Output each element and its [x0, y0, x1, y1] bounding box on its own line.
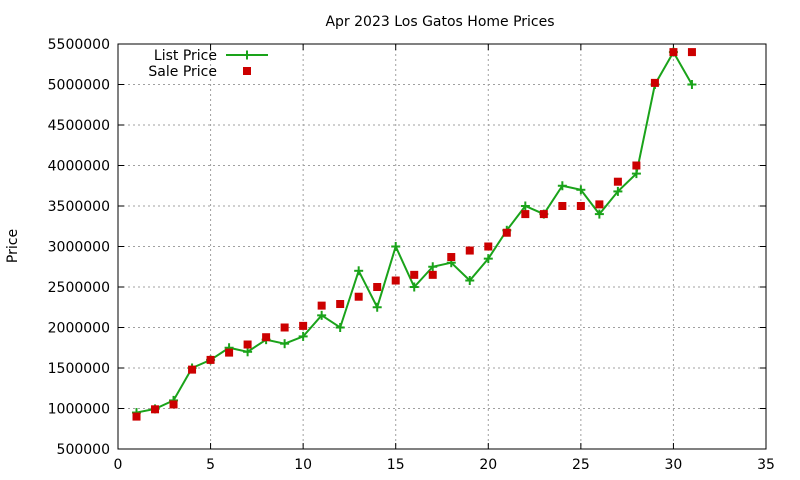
y-tick-label: 2500000 — [48, 280, 110, 296]
sale-price-point — [188, 365, 197, 374]
legend-item-sale-price: Sale Price — [148, 64, 251, 80]
sale-price-point — [317, 301, 326, 310]
y-tick-label: 2000000 — [48, 321, 110, 337]
sale-price-point — [132, 412, 141, 421]
sale-price-point — [206, 355, 215, 364]
y-tick-label: 1000000 — [48, 402, 110, 418]
sale-price-point — [484, 242, 493, 251]
list-price-point — [631, 169, 641, 179]
sale-price-point — [225, 348, 234, 357]
list-price-point — [465, 276, 475, 286]
sale-price-point — [576, 202, 585, 210]
sale-price-point — [373, 283, 382, 291]
legend-item-list-price: List Price — [154, 48, 268, 64]
sale-price-point — [521, 210, 530, 219]
list-price-series — [132, 47, 697, 418]
sale-price-point — [354, 292, 363, 301]
sale-price-point — [465, 246, 474, 255]
list-price-point — [428, 262, 438, 272]
list-price-point — [243, 347, 253, 357]
legend-label: Sale Price — [148, 64, 217, 80]
sale-price-point — [280, 323, 289, 332]
list-price-point — [317, 310, 327, 320]
sale-price-point — [410, 270, 419, 279]
list-price-point — [335, 323, 345, 332]
sale-price-point — [262, 333, 271, 342]
legend-label: List Price — [154, 48, 217, 64]
plot-frame — [117, 43, 767, 450]
sale-price-point — [151, 405, 160, 414]
series-layer — [132, 47, 697, 421]
x-tick-label: 10 — [294, 457, 312, 473]
list-price-point — [354, 266, 364, 276]
list-price-line — [136, 50, 693, 414]
list-price-point — [409, 282, 419, 292]
list-price-point — [594, 209, 604, 219]
list-price-point — [298, 331, 308, 341]
list-price-point — [391, 242, 401, 251]
y-tick-label: 3000000 — [48, 240, 110, 256]
sale-price-point — [391, 276, 400, 285]
sale-price-point — [447, 253, 456, 262]
list-price-point — [372, 302, 382, 312]
sale-price-point — [299, 321, 308, 330]
legend-square-marker — [243, 67, 251, 75]
sale-price-point — [539, 210, 548, 219]
grid — [118, 44, 766, 449]
x-tick-label: 20 — [479, 457, 497, 473]
y-axis-label: Price — [5, 229, 21, 263]
list-price-point — [280, 339, 290, 349]
y-tick-label: 5000000 — [48, 78, 110, 94]
legend-plus-marker — [242, 50, 252, 60]
axis-ticks: 0 5 10 15 20 25 30 35 500000 1000000 1500000 200000… — [48, 37, 775, 473]
sale-price-point — [502, 228, 511, 237]
list-price-point — [576, 185, 586, 195]
list-price-point — [520, 201, 530, 211]
x-tick-label: 25 — [572, 457, 590, 473]
sale-price-series — [132, 48, 696, 421]
sale-price-point — [650, 78, 659, 87]
x-tick-label: 30 — [665, 457, 683, 473]
y-tick-label: 500000 — [57, 442, 110, 458]
list-price-point — [557, 181, 567, 191]
sale-price-point — [428, 270, 437, 279]
list-price-point — [613, 186, 623, 196]
y-tick-label: 4000000 — [48, 159, 110, 175]
sale-price-point — [613, 177, 622, 186]
sale-price-point — [243, 340, 252, 349]
y-tick-label: 1500000 — [48, 361, 110, 377]
sale-price-point — [632, 161, 641, 170]
x-tick-label: 5 — [206, 457, 215, 473]
sale-price-point — [687, 48, 696, 57]
sale-price-point — [558, 202, 567, 210]
sale-price-point — [669, 48, 678, 57]
list-price-point — [687, 80, 697, 89]
sale-price-point — [336, 300, 345, 309]
y-tick-label: 4500000 — [48, 118, 110, 134]
x-tick-label: 0 — [114, 457, 123, 473]
y-tick-label: 5500000 — [48, 37, 110, 53]
chart-title: Apr 2023 Los Gatos Home Prices — [325, 14, 554, 30]
sale-price-point — [595, 200, 604, 209]
x-tick-label: 15 — [387, 457, 405, 473]
sale-price-point — [169, 400, 178, 409]
x-tick-label: 35 — [757, 457, 775, 473]
list-price-point — [483, 254, 493, 264]
y-tick-label: 3500000 — [48, 199, 110, 215]
